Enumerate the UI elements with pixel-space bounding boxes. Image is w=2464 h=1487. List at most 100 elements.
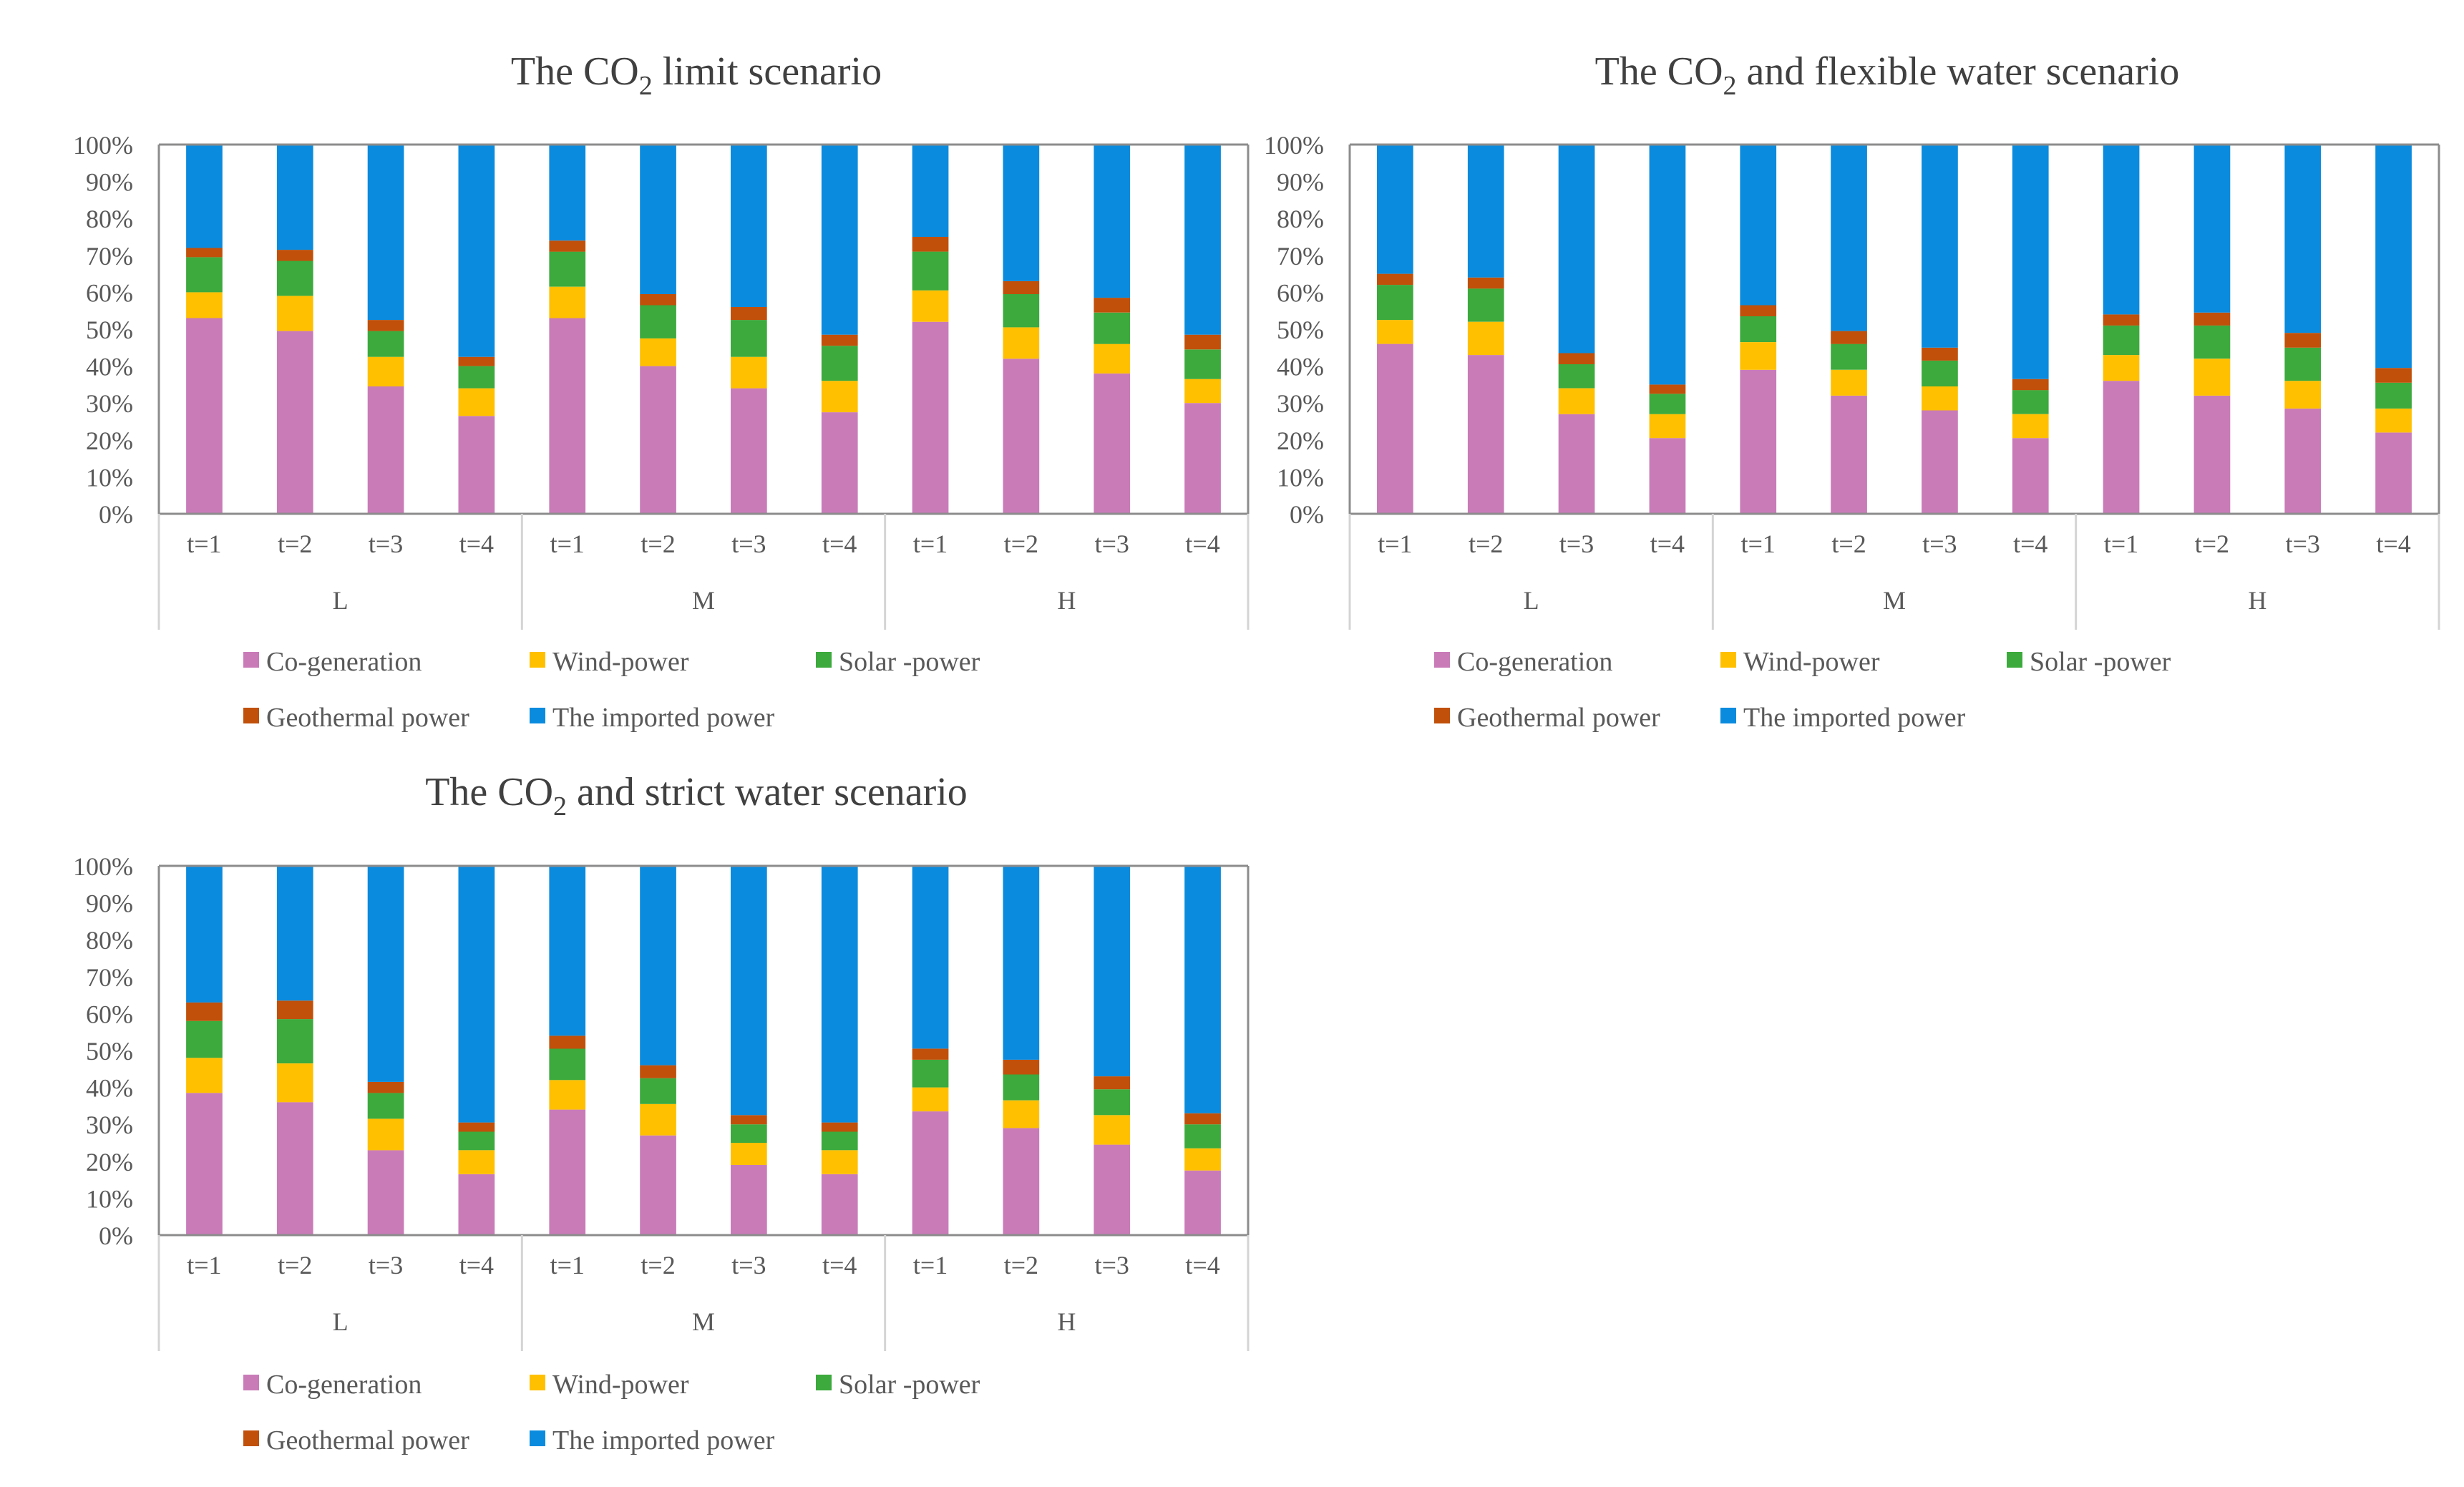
bar-segment-geothermal-power (731, 307, 767, 321)
x-category-label: t=3 (2286, 530, 2320, 558)
bar-segment-co-generation (458, 1174, 495, 1235)
y-tick-label: 100% (73, 131, 133, 160)
bar-segment-solar-power (1184, 1124, 1221, 1149)
bar-segment-wind-power (458, 1150, 495, 1174)
x-category-label: t=2 (278, 1251, 312, 1279)
bar-segment-the-imported-power (1740, 145, 1777, 306)
bar-segment-the-imported-power (1003, 145, 1040, 281)
bar-segment-solar-power (1467, 288, 1504, 322)
bar-segment-geothermal-power (731, 1115, 767, 1125)
chart-panel-2: The CO2 and flexible water scenario 0% 10%… (1264, 49, 2440, 733)
bar-segment-co-generation (186, 318, 223, 514)
bar-segment-wind-power (731, 356, 767, 389)
bar-segment-solar-power (1377, 285, 1413, 321)
bar-segment-wind-power (912, 290, 949, 322)
legend-label: Solar -power (839, 1370, 980, 1400)
bar-segment-solar-power (912, 251, 949, 291)
x-category-label: t=1 (913, 530, 948, 558)
bar-segment-wind-power (367, 356, 404, 386)
bar-segment-geothermal-power (2012, 379, 2049, 391)
bar-segment-geothermal-power (549, 240, 586, 252)
legend-swatch (2007, 652, 2022, 668)
bar-segment-the-imported-power (1094, 145, 1131, 298)
x-category-label: t=2 (2195, 530, 2229, 558)
bar-segment-the-imported-power (458, 145, 495, 357)
legend-label: The imported power (1743, 703, 1966, 733)
y-tick-label: 0% (99, 500, 133, 529)
y-tick-label: 90% (86, 168, 133, 197)
bar-segment-the-imported-power (1467, 145, 1504, 278)
bar-segment-solar-power (549, 1048, 586, 1081)
bar-segment-co-generation (821, 412, 858, 514)
x-category-label: t=1 (550, 1251, 585, 1279)
x-category-label: t=2 (1831, 530, 1866, 558)
bar-segment-wind-power (2012, 414, 2049, 439)
bar-segment-geothermal-power (1184, 334, 1221, 350)
bar-segment-co-generation (458, 416, 495, 514)
x-category-label: t=2 (278, 530, 312, 558)
bar-segment-solar-power (2193, 325, 2231, 359)
bar-segment-geothermal-power (1377, 273, 1413, 286)
bar-segment-the-imported-power (1558, 145, 1595, 354)
y-tick-label: 90% (86, 889, 133, 918)
chart-title-prefix: The CO (511, 49, 639, 94)
chart-panel-3: The CO2 and strict water scenario 0% 10% 20… (73, 770, 1250, 1456)
bar-segment-co-generation (912, 1111, 949, 1235)
bar-segment-co-generation (731, 1165, 767, 1235)
legend-label: Solar -power (2030, 647, 2171, 677)
bar-segment-the-imported-power (2012, 145, 2049, 379)
x-category-label: t=1 (1741, 530, 1776, 558)
x-category-label: t=3 (1559, 530, 1594, 558)
x-category-label: t=3 (369, 530, 403, 558)
bar-segment-solar-power (458, 366, 495, 389)
bar-segment-geothermal-power (912, 237, 949, 252)
bar-segment-co-generation (1003, 1128, 1040, 1235)
bar-segment-solar-power (186, 1020, 223, 1058)
bar-segment-wind-power (1649, 414, 1686, 439)
bar-segment-the-imported-power (731, 866, 767, 1116)
bar-segment-co-generation (2375, 432, 2412, 514)
legend-swatch (1720, 652, 1736, 668)
chart-panel-1: The CO2 limit scenario 0% 10% 20% 30% 40% 50% 6… (73, 49, 1250, 733)
x-category-label: t=3 (369, 1251, 403, 1279)
y-tick-label: 50% (1277, 316, 1324, 344)
legend-label: Wind-power (552, 647, 689, 677)
bar-segment-co-generation (912, 321, 949, 514)
bar-segment-co-generation (1184, 1170, 1221, 1235)
y-tick-label: 40% (86, 353, 133, 381)
bar-segment-co-generation (549, 318, 586, 514)
bar-segment-wind-power (731, 1143, 767, 1165)
x-category-label: t=4 (2013, 530, 2047, 558)
bar-segment-geothermal-power (640, 1065, 676, 1078)
bar-segment-the-imported-power (1649, 145, 1686, 385)
bar-segment-solar-power (1649, 394, 1686, 414)
bar-segment-wind-power (2375, 408, 2412, 433)
bar-segment-solar-power (367, 1093, 404, 1119)
bar-segment-solar-power (640, 1078, 676, 1104)
x-category-label: t=1 (913, 1251, 948, 1279)
bar-segment-the-imported-power (367, 145, 404, 321)
y-tick-label: 50% (86, 316, 133, 344)
bar-segment-co-generation (1184, 403, 1221, 514)
bar-segment-wind-power (640, 1103, 676, 1136)
y-tick-label: 60% (86, 278, 133, 307)
legend-swatch (243, 708, 259, 723)
legend-swatch (1720, 708, 1736, 723)
bar-segment-the-imported-power (1831, 145, 1867, 331)
bar-segment-the-imported-power (731, 145, 767, 307)
x-category-label: t=1 (187, 530, 221, 558)
bar-segment-solar-power (276, 1019, 313, 1063)
bar-segment-geothermal-power (1184, 1113, 1221, 1125)
bar-segment-wind-power (1740, 342, 1777, 370)
x-category-label: t=2 (1004, 1251, 1038, 1279)
legend-swatch (530, 1375, 545, 1390)
bar-segment-co-generation (640, 1135, 676, 1235)
chart-title-suffix: and strict water scenario (567, 770, 968, 814)
bar-segment-wind-power (2284, 381, 2322, 409)
y-tick-label: 100% (73, 852, 133, 881)
chart-title-suffix: and flexible water scenario (1737, 49, 2180, 94)
x-group-label: H (1057, 1307, 1076, 1336)
y-tick-label: 60% (86, 1000, 133, 1028)
bar-segment-geothermal-power (1003, 1059, 1040, 1075)
